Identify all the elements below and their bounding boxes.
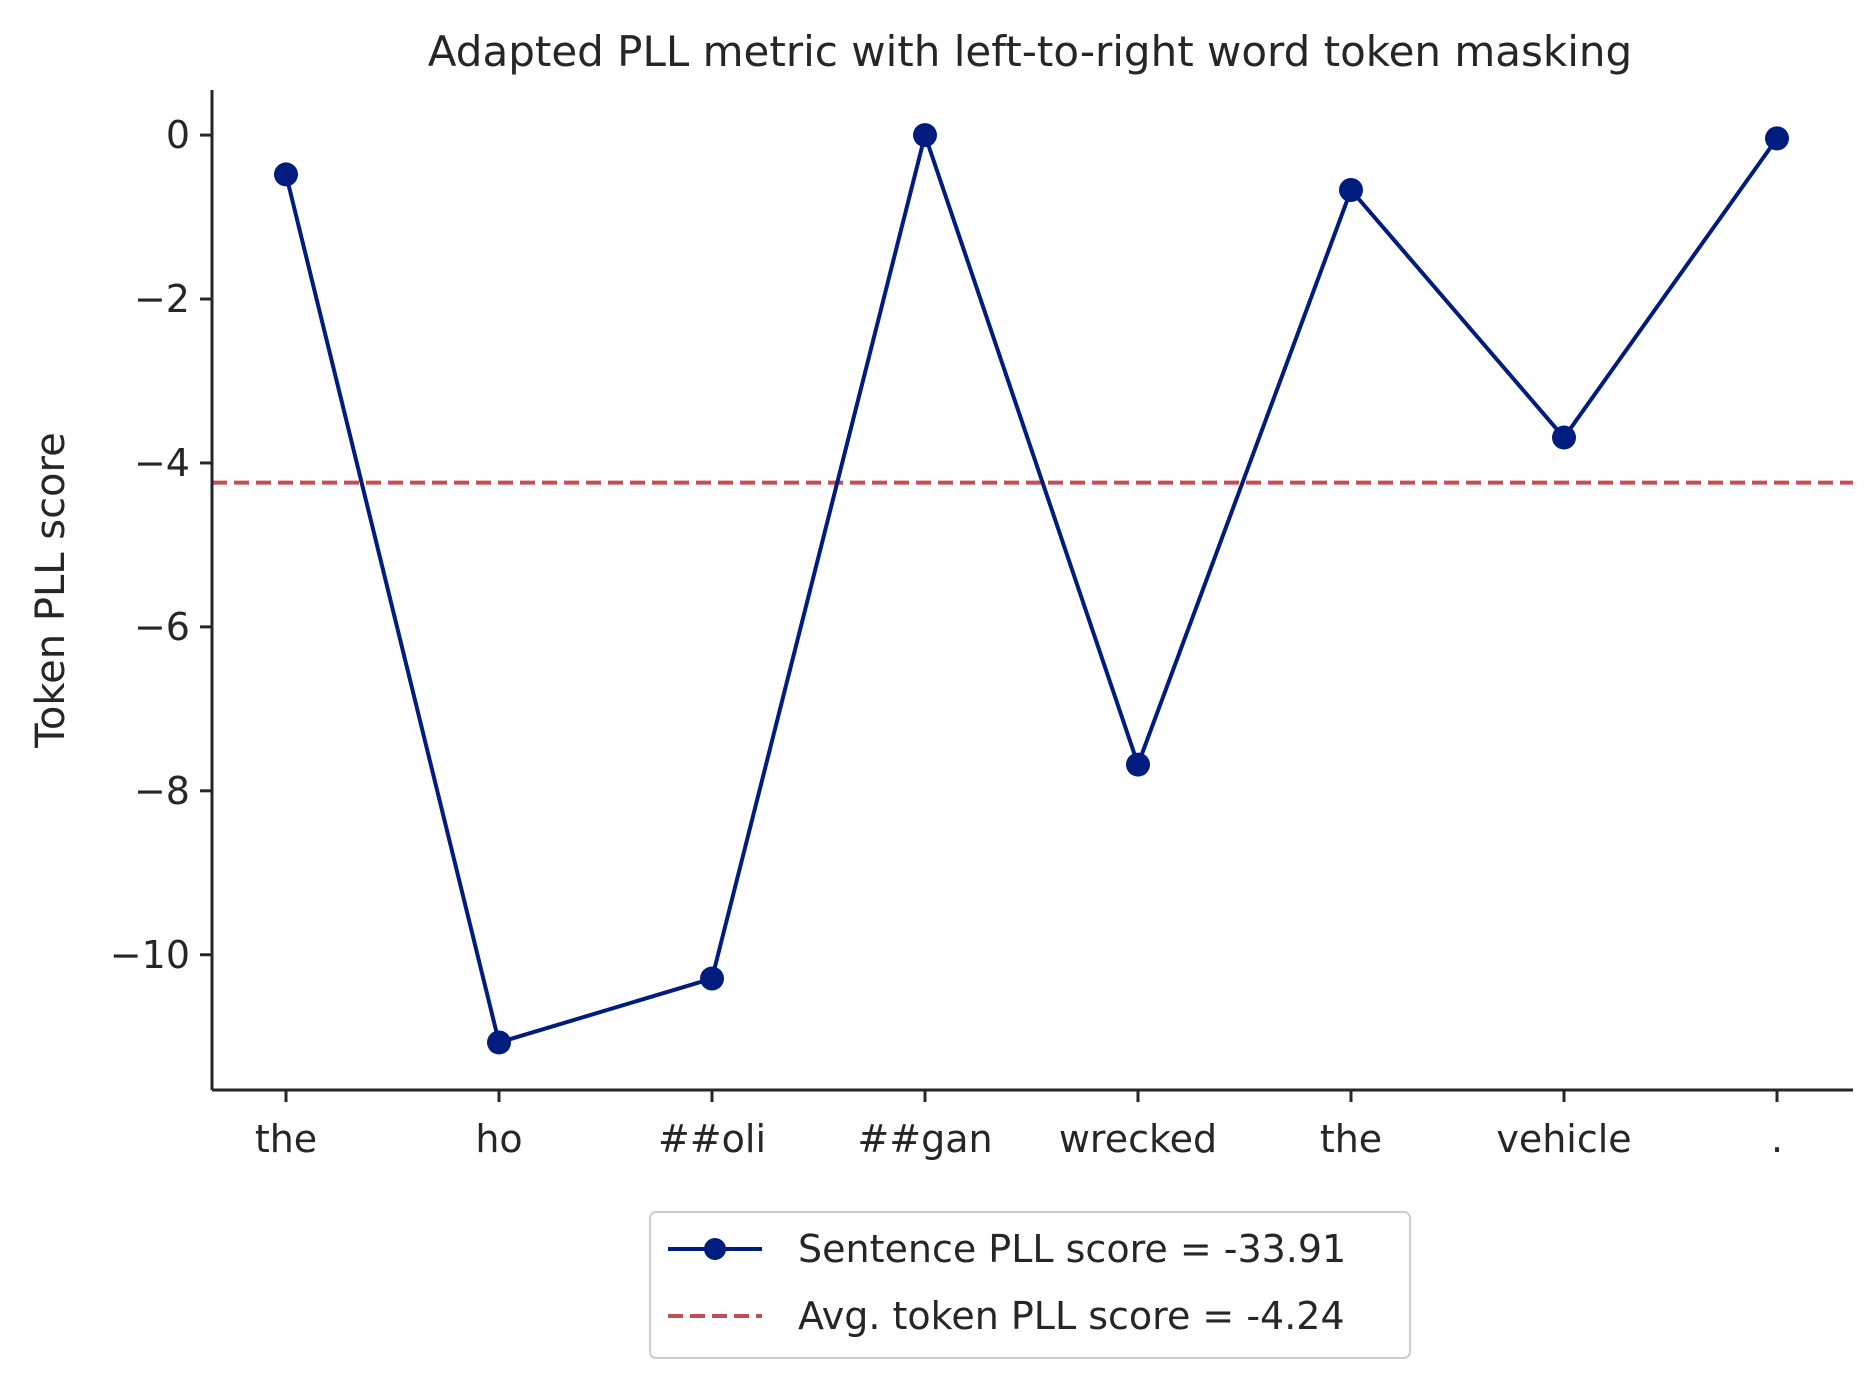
data-point-1 [487, 1030, 511, 1055]
y-tick-label-3: −6 [134, 605, 190, 649]
y-tick-label-0: 0 [166, 113, 190, 157]
y-axis-label: Token PLL score [28, 432, 74, 748]
x-tick-label-4: wrecked [1059, 1117, 1217, 1161]
data-point-7 [1765, 126, 1789, 151]
legend-frame [649, 1211, 1411, 1359]
y-tick-label-5: −10 [110, 933, 190, 977]
x-tick-label-7: . [1771, 1117, 1783, 1161]
x-tick-label-6: vehicle [1496, 1117, 1631, 1161]
y-tick-label-4: −8 [134, 769, 190, 813]
x-tick-label-1: ho [475, 1117, 522, 1161]
legend-swatch-sentence-marker [704, 1238, 726, 1260]
data-point-3 [913, 123, 937, 148]
data-point-5 [1339, 178, 1363, 202]
y-tick-label-1: −2 [134, 277, 190, 321]
sentence-score-line [284, 133, 1779, 1045]
legend: Sentence PLL score = -33.91 Avg. token P… [649, 1211, 1411, 1359]
x-tick-label-5: the [1320, 1117, 1382, 1161]
plot-area: 0 −2 −4 −6 −8 −10 the ho ##oli ##gan wrecked the veh… [110, 90, 1853, 1161]
y-tick-label-2: −4 [134, 441, 190, 485]
x-tick-label-0: the [255, 1117, 317, 1161]
data-point-0 [274, 162, 298, 187]
legend-label-sentence-score: Sentence PLL score = -33.91 [798, 1227, 1346, 1271]
chart-title: Adapted PLL metric with left-to-right wo… [428, 27, 1632, 76]
data-point-2 [700, 966, 724, 991]
x-tick-label-2: ##oli [658, 1117, 766, 1161]
x-tick-label-3: ##gan [857, 1117, 992, 1161]
legend-label-average-score: Avg. token PLL score = -4.24 [798, 1294, 1345, 1338]
data-point-4 [1126, 752, 1150, 777]
data-point-6 [1552, 425, 1576, 450]
